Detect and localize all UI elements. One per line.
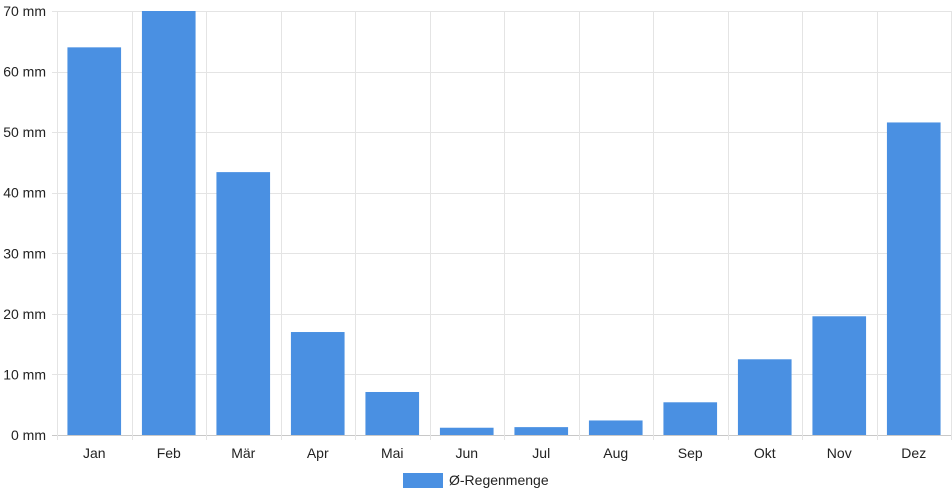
bar-okt — [737, 359, 792, 435]
chart-legend: Ø-Regenmenge — [403, 472, 549, 488]
y-tick-label: 10 mm — [3, 366, 46, 382]
y-tick-label: 20 mm — [3, 306, 46, 322]
x-tick-label: Jun — [455, 445, 478, 461]
x-tick-label: Jan — [83, 445, 106, 461]
x-tick-label: Nov — [827, 445, 852, 461]
x-tick-label: Mär — [231, 445, 255, 461]
y-tick-label: 30 mm — [3, 245, 46, 261]
bar-jun — [439, 427, 494, 435]
y-tick-label: 50 mm — [3, 124, 46, 140]
bar-apr — [290, 332, 345, 435]
x-tick-label: Mai — [381, 445, 404, 461]
legend-label: Ø-Regenmenge — [449, 472, 549, 488]
x-tick-label: Jul — [532, 445, 550, 461]
bar-sep — [663, 402, 718, 435]
y-tick-label: 0 mm — [11, 427, 46, 443]
bar-jan — [67, 47, 122, 435]
chart-grid — [52, 11, 952, 440]
y-tick-label: 40 mm — [3, 185, 46, 201]
y-axis-labels: 0 mm 10 mm 20 mm 30 mm 40 mm 50 mm 60 mm 70 mm — [3, 3, 46, 443]
bar-feb — [141, 11, 196, 435]
x-tick-label: Sep — [678, 445, 703, 461]
x-tick-label: Feb — [157, 445, 181, 461]
x-tick-label: Okt — [754, 445, 776, 461]
y-tick-label: 70 mm — [3, 3, 46, 19]
x-tick-label: Apr — [307, 445, 329, 461]
y-tick-label: 60 mm — [3, 64, 46, 80]
bar-aug — [588, 420, 643, 435]
bar-mär — [216, 172, 271, 435]
bar-nov — [812, 316, 867, 435]
x-tick-label: Dez — [901, 445, 926, 461]
x-tick-label: Aug — [603, 445, 628, 461]
bar-dez — [886, 122, 941, 436]
bar-mai — [365, 391, 420, 435]
legend-swatch — [403, 472, 443, 488]
chart-bars — [67, 11, 941, 436]
x-axis-labels: Jan Feb Mär Apr Mai Jun Jul Aug Sep Okt Nov Dez — [83, 445, 926, 461]
bar-jul — [514, 427, 569, 435]
